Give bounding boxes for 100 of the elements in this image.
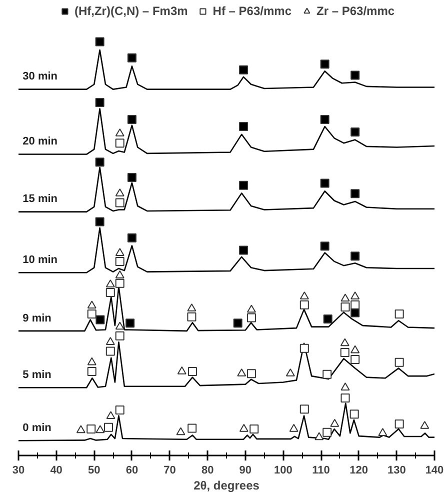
point (106, 337, 115, 345)
point (127, 115, 136, 124)
x-tick-label: 60 (126, 464, 138, 476)
point (115, 198, 124, 208)
point (350, 291, 360, 300)
point (187, 303, 196, 312)
point (320, 242, 330, 251)
point (115, 405, 124, 414)
point (394, 358, 404, 367)
point (350, 252, 360, 261)
x-tick-label: 90 (239, 464, 252, 476)
point (115, 138, 124, 148)
point (330, 418, 340, 427)
point (250, 424, 259, 434)
series-label: 10 min (22, 254, 58, 266)
point (95, 217, 104, 226)
legend-label: (Hf,Zr)(C,N) – Fm3m (74, 4, 188, 18)
point (340, 302, 350, 312)
point (286, 368, 295, 376)
series-label: 0 min (22, 422, 52, 434)
point (350, 300, 360, 310)
point (289, 424, 298, 432)
series-label: 5 min (22, 369, 52, 382)
point (394, 309, 404, 318)
point (187, 312, 196, 322)
point (95, 98, 104, 108)
point (340, 348, 350, 357)
point (320, 60, 330, 69)
point (350, 70, 360, 80)
point (239, 246, 248, 255)
point (394, 420, 404, 429)
point (104, 422, 114, 432)
point (340, 338, 350, 346)
point (115, 248, 124, 256)
point (188, 424, 197, 433)
point (96, 425, 105, 434)
point (239, 424, 248, 432)
x-axis-title: 2θ, degrees (194, 478, 260, 492)
legend-label: Zr – P63/mmc (316, 4, 395, 18)
point (87, 300, 96, 309)
point (322, 370, 332, 379)
series-label: 9 min (22, 312, 52, 324)
point (320, 115, 330, 124)
point (239, 122, 248, 132)
point (350, 127, 360, 136)
point (340, 393, 350, 402)
point (314, 432, 324, 440)
point (350, 189, 360, 198)
series-label: 20 min (22, 136, 58, 148)
x-tick-label: 70 (164, 464, 176, 476)
point (300, 344, 309, 353)
point (239, 65, 248, 74)
point (177, 366, 186, 374)
point (300, 291, 309, 300)
point (115, 278, 124, 288)
point (246, 304, 256, 313)
point (246, 369, 256, 378)
point (115, 331, 124, 340)
point (115, 270, 124, 278)
point (115, 128, 124, 136)
legend-label: Hf – P63/mmc (212, 4, 292, 18)
point (233, 318, 242, 328)
point (106, 288, 115, 297)
point (350, 345, 360, 354)
point (340, 382, 350, 390)
x-tick-label: 80 (201, 464, 214, 476)
series-label: 15 min (22, 193, 58, 206)
point (87, 309, 96, 318)
point (106, 280, 115, 288)
point (378, 428, 388, 436)
x-tick-label: 30 (12, 464, 25, 476)
point (350, 410, 359, 419)
point (87, 367, 96, 376)
point (320, 178, 330, 188)
point (237, 368, 246, 376)
point (87, 357, 96, 366)
point (106, 346, 115, 356)
point (126, 318, 135, 328)
x-tick-label: 100 (274, 464, 292, 476)
point (300, 404, 309, 414)
point (127, 233, 136, 242)
x-tick-label: 130 (388, 464, 406, 476)
x-tick-label: 120 (350, 464, 368, 476)
point (246, 313, 256, 322)
point (115, 188, 124, 196)
point (127, 53, 136, 62)
point (323, 314, 332, 324)
point (176, 427, 186, 436)
point (350, 308, 360, 318)
point (300, 300, 309, 310)
point (322, 428, 332, 437)
point (95, 37, 104, 46)
series-label: 30 min (22, 70, 58, 83)
point (95, 158, 104, 167)
point (106, 411, 116, 419)
x-tick-label: 110 (312, 464, 330, 476)
point (115, 322, 124, 330)
point (239, 180, 248, 190)
point (350, 355, 360, 364)
x-tick-label: 140 (425, 464, 444, 476)
